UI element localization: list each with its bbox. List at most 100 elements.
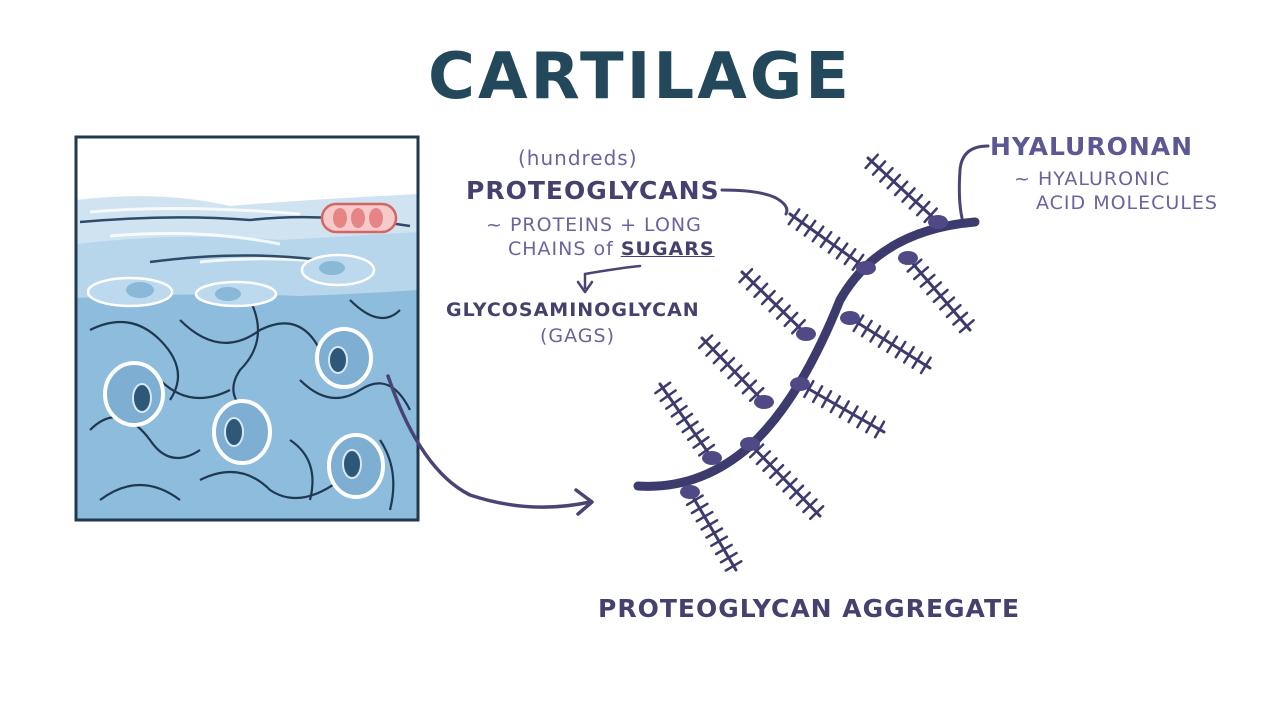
link-protein — [740, 437, 760, 451]
hyaluronan-definition-line2: ACID MOLECULES — [1036, 192, 1218, 214]
gag-chain — [690, 502, 709, 515]
gag-chain — [902, 345, 915, 364]
gag-chain — [919, 273, 936, 288]
gag-chain — [692, 435, 710, 449]
gag-chain — [838, 400, 850, 419]
proteoglycan-aggregate — [633, 153, 980, 572]
tissue-panel-border — [74, 135, 420, 522]
gag-chain — [741, 379, 758, 395]
gag-chain — [939, 296, 956, 311]
link-protein — [928, 215, 948, 229]
red-blood-cell-segment — [333, 208, 347, 228]
gag-chain — [912, 266, 930, 281]
sugars-emphasis: SUGARS — [620, 238, 715, 260]
gag-chain — [958, 319, 975, 334]
link-protein — [790, 377, 810, 391]
gag-chain — [748, 443, 765, 459]
gag-chain — [748, 386, 765, 402]
gag-chain — [802, 498, 818, 514]
proteoglycan-core-protein — [748, 442, 822, 518]
chondrocyte — [103, 361, 165, 427]
hyaluronan-backbone — [633, 217, 980, 491]
gag-chain — [755, 450, 772, 466]
gag-chain — [654, 381, 672, 395]
gag-chain — [915, 200, 931, 217]
page-title: CARTILAGE — [428, 40, 852, 114]
gag-chain — [811, 225, 825, 243]
cartilage-tissue-panel — [74, 135, 420, 522]
gag-chain — [852, 314, 865, 333]
red-blood-cell-segment — [369, 208, 383, 228]
link-protein — [702, 451, 722, 465]
gags-abbreviation: (GAGS) — [540, 325, 615, 347]
gag-chain — [851, 253, 865, 271]
gag-chain — [827, 236, 841, 254]
glycosaminoglycan-label: GLYCOSAMINOGLYCAN — [446, 299, 700, 321]
gag-chain — [871, 160, 887, 176]
gag-chain — [700, 519, 719, 531]
gag-chain — [787, 208, 801, 226]
proteoglycan-core-protein — [700, 336, 766, 404]
gag-chain — [695, 510, 714, 523]
gag-chain — [686, 428, 705, 442]
chondrocyte — [315, 327, 373, 389]
gag-chain — [893, 180, 909, 197]
fibroblast-nucleus — [215, 287, 241, 301]
link-protein — [898, 251, 918, 265]
gag-chain — [908, 193, 924, 210]
zoom-arrowhead — [574, 488, 594, 516]
link-protein — [754, 395, 774, 409]
gag-chain — [879, 166, 894, 183]
gag-chain — [783, 311, 799, 328]
hyaluronan-label: HYALURONAN — [990, 132, 1194, 161]
proteoglycans-leader-line — [720, 188, 789, 216]
definition-prefix: CHAINS of — [508, 238, 621, 260]
gag-chain — [753, 282, 769, 298]
gag-chain — [923, 207, 938, 224]
gag-arrow — [583, 264, 642, 290]
gag-chain — [775, 304, 791, 320]
aggregate-label: PROTEOGLYCAN AGGREGATE — [598, 594, 1021, 623]
zoom-arrow — [386, 374, 592, 509]
matrix-fibers — [89, 299, 411, 511]
chondrocyte — [212, 399, 272, 465]
chondrocyte — [327, 433, 385, 499]
collagen-fiber — [149, 254, 321, 264]
proteoglycan-core-protein — [740, 270, 808, 336]
gag-chain — [945, 303, 962, 319]
gag-chain — [795, 213, 809, 232]
gag-chain — [919, 356, 932, 375]
gag-chain — [932, 288, 949, 304]
gag-chain — [877, 330, 890, 348]
gag-chain — [819, 230, 833, 249]
gag-chain — [886, 335, 899, 354]
gag-chain — [697, 334, 714, 350]
gag-chain — [926, 281, 943, 296]
gag-chain — [665, 397, 683, 410]
gag-chain — [835, 242, 849, 260]
gag-chain — [790, 318, 806, 335]
proteoglycans-label: PROTEOGLYCANS — [466, 176, 720, 205]
gag-chain — [768, 463, 785, 479]
gag-chain — [820, 390, 833, 409]
fibroblast-nucleus — [319, 261, 345, 275]
gag-chain — [873, 420, 886, 439]
gag-chain — [911, 351, 924, 369]
gag-chain — [843, 248, 857, 266]
gag-chain — [685, 494, 704, 507]
collagen-streak — [89, 206, 301, 216]
gag-chain — [847, 405, 859, 424]
gag-chain — [659, 389, 677, 403]
gag-chain — [808, 505, 825, 521]
gag-chain — [719, 551, 738, 564]
gag-chain — [860, 319, 873, 338]
gag-chain — [712, 349, 728, 365]
gag-chain — [676, 412, 694, 426]
gag-chain — [865, 415, 877, 434]
hyaluronan-definition-line1: ~ HYALURONIC — [1014, 168, 1171, 190]
gag-chain — [782, 477, 798, 493]
collagen-streak — [109, 231, 281, 246]
gag-chain — [727, 364, 743, 380]
gag-chain — [705, 341, 721, 357]
